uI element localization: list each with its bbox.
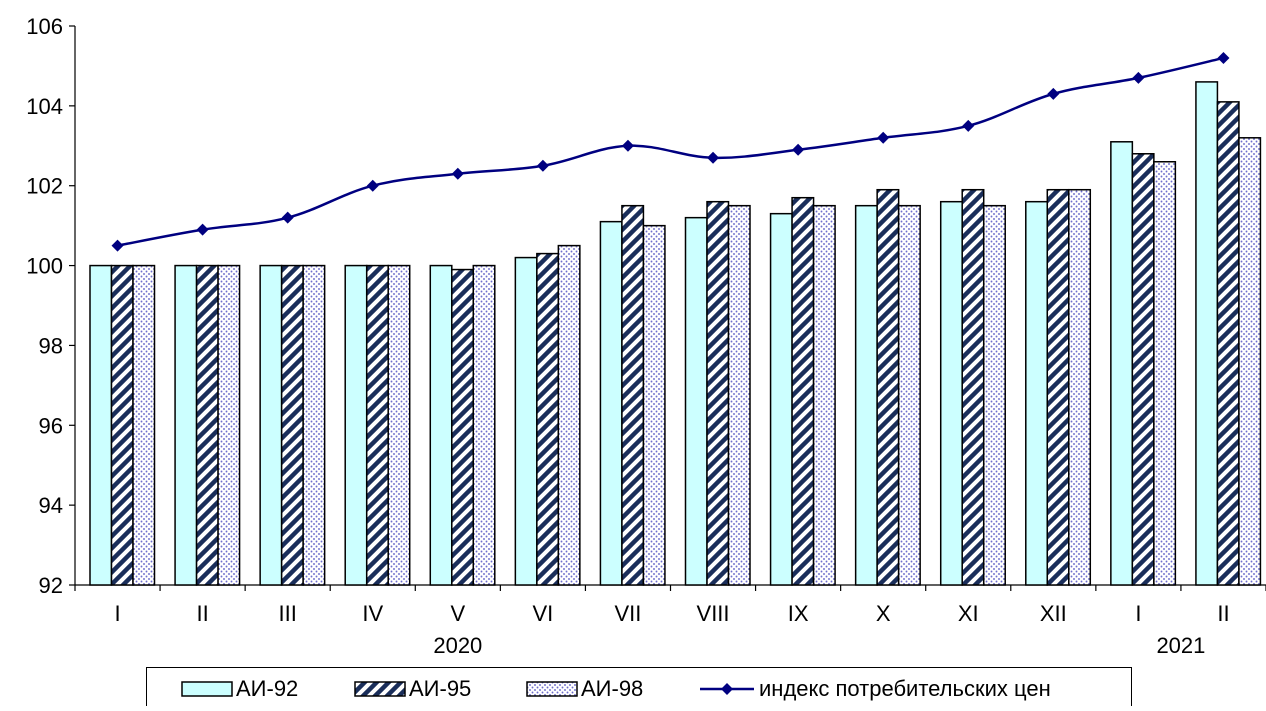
cpi-line bbox=[117, 56, 1224, 247]
bar bbox=[706, 200, 730, 586]
legend-label-ai98: АИ-98 bbox=[581, 676, 644, 701]
y-tick-label: 92 bbox=[39, 573, 63, 598]
x-tick-label: V bbox=[450, 601, 465, 626]
bar bbox=[1110, 141, 1134, 586]
bar bbox=[961, 188, 985, 586]
x-tick-label: VII bbox=[615, 601, 642, 626]
bar bbox=[769, 212, 793, 586]
cpi-point bbox=[621, 139, 634, 152]
bar bbox=[642, 224, 666, 586]
x-tick-label: VIII bbox=[697, 601, 730, 626]
legend-item-cpi: индекс потребительских цен bbox=[698, 678, 1051, 700]
bar bbox=[1046, 188, 1070, 586]
x-tick-label: I bbox=[114, 601, 120, 626]
bar bbox=[514, 256, 538, 586]
bar bbox=[876, 188, 900, 586]
cpi-point bbox=[281, 211, 294, 224]
bar bbox=[621, 204, 645, 586]
y-tick-label: 104 bbox=[26, 94, 63, 119]
bar bbox=[280, 264, 304, 586]
bar bbox=[897, 204, 921, 586]
bar bbox=[812, 204, 836, 586]
bar bbox=[110, 264, 134, 586]
x-tick-label: IV bbox=[362, 601, 383, 626]
bar bbox=[174, 264, 198, 586]
legend-item-ai98: АИ-98 bbox=[526, 678, 643, 700]
bar bbox=[536, 252, 560, 586]
bar bbox=[1238, 137, 1262, 586]
bar bbox=[1216, 101, 1240, 586]
y-tick-label: 100 bbox=[26, 254, 63, 279]
cpi-point bbox=[536, 159, 549, 172]
bar bbox=[791, 196, 815, 586]
bar bbox=[217, 264, 241, 586]
y-tick-label: 106 bbox=[26, 14, 63, 39]
bar bbox=[302, 264, 326, 586]
legend-item-ai92: АИ-92 bbox=[181, 678, 298, 700]
cpi-point bbox=[1217, 51, 1230, 64]
bar bbox=[1025, 200, 1049, 586]
x-tick-label: XI bbox=[958, 601, 979, 626]
bar bbox=[557, 244, 581, 586]
bar bbox=[387, 264, 411, 586]
bar bbox=[1153, 161, 1177, 586]
legend-swatch-ai95 bbox=[354, 681, 406, 697]
bar bbox=[195, 264, 219, 586]
cpi-point bbox=[792, 143, 805, 156]
bar bbox=[89, 264, 113, 586]
x-tick-label: II bbox=[1217, 601, 1229, 626]
year-label: 2020 bbox=[433, 633, 482, 658]
bar bbox=[939, 200, 963, 586]
legend: АИ-92 АИ-95 АИ-98 индекс потребительских… bbox=[146, 667, 1132, 706]
x-tick-label: X bbox=[876, 601, 891, 626]
x-tick-label: XII bbox=[1040, 601, 1067, 626]
legend-item-ai95: АИ-95 bbox=[354, 678, 471, 700]
bar bbox=[1195, 81, 1219, 586]
legend-label-ai95: АИ-95 bbox=[409, 676, 472, 701]
cpi-point bbox=[877, 131, 890, 144]
bar bbox=[472, 264, 496, 586]
cpi-point bbox=[366, 179, 379, 192]
bar bbox=[1068, 188, 1092, 586]
x-tick-label: VI bbox=[532, 601, 553, 626]
x-tick-label: IX bbox=[788, 601, 809, 626]
cpi-point bbox=[111, 239, 124, 252]
legend-swatch-cpi bbox=[700, 683, 754, 695]
bar bbox=[259, 264, 283, 586]
cpi-point bbox=[451, 167, 464, 180]
bar bbox=[132, 264, 156, 586]
bar bbox=[451, 268, 475, 586]
cpi-point bbox=[962, 119, 975, 132]
bar bbox=[684, 216, 708, 586]
bar bbox=[854, 204, 878, 586]
bar bbox=[365, 264, 389, 586]
bar bbox=[599, 220, 623, 586]
cpi-point bbox=[1132, 71, 1145, 84]
x-tick-label: III bbox=[279, 601, 297, 626]
y-tick-label: 102 bbox=[26, 174, 63, 199]
bar bbox=[727, 204, 751, 586]
y-tick-label: 94 bbox=[39, 493, 63, 518]
bar bbox=[1131, 153, 1155, 586]
bar bbox=[344, 264, 368, 586]
cpi-point bbox=[1047, 87, 1060, 100]
bar bbox=[429, 264, 453, 586]
legend-label-ai92: АИ-92 bbox=[236, 676, 299, 701]
legend-label-cpi: индекс потребительских цен bbox=[759, 676, 1051, 701]
legend-swatch-ai92 bbox=[181, 681, 233, 697]
bar bbox=[982, 204, 1006, 586]
legend-swatch-ai98 bbox=[526, 681, 578, 697]
cpi-point bbox=[707, 151, 720, 164]
y-tick-label: 98 bbox=[39, 333, 63, 358]
x-tick-label: II bbox=[196, 601, 208, 626]
x-tick-label: I bbox=[1135, 601, 1141, 626]
year-label: 2021 bbox=[1156, 633, 1205, 658]
cpi-point bbox=[196, 223, 209, 236]
y-tick-label: 96 bbox=[39, 413, 63, 438]
